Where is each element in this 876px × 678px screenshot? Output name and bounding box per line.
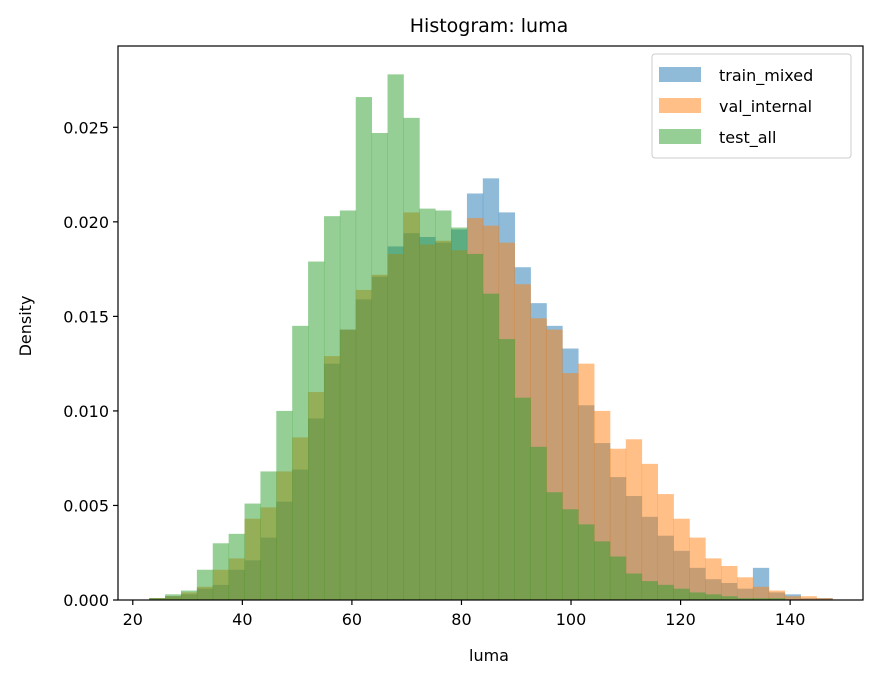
histogram-bar — [546, 492, 563, 600]
histogram-bar — [482, 293, 500, 600]
bars-layer — [149, 74, 833, 601]
histogram-bar — [149, 598, 166, 600]
histogram-bar — [435, 210, 452, 600]
histogram-bar — [180, 590, 198, 600]
histogram-bar — [260, 471, 277, 600]
x-tick-label: 140 — [775, 610, 806, 629]
histogram-bar — [657, 584, 674, 600]
histogram-bar — [308, 261, 325, 600]
histogram-bar — [657, 494, 674, 600]
y-tick-label: 0.020 — [63, 213, 109, 232]
histogram-bar — [292, 325, 309, 600]
y-tick-label: 0.025 — [63, 118, 109, 137]
plot-frame — [117, 45, 864, 601]
x-tick-label: 60 — [342, 610, 362, 629]
histogram-bar — [721, 596, 738, 600]
histogram-bar — [721, 565, 738, 600]
histogram-bar — [196, 569, 214, 600]
histogram-bar — [625, 573, 643, 600]
histogram-bar — [705, 558, 722, 600]
x-tick-label: 120 — [665, 610, 696, 629]
histogram-bar — [419, 208, 436, 600]
histogram-bar — [816, 598, 833, 600]
series-test_all — [149, 74, 786, 601]
histogram-bar — [625, 439, 643, 600]
histogram-bar — [165, 594, 182, 600]
legend-label: train_mixed — [719, 66, 813, 86]
histogram-bar — [498, 339, 516, 600]
x-tick-label: 40 — [232, 610, 252, 629]
x-tick-label: 100 — [556, 610, 587, 629]
legend-label: val_internal — [719, 97, 812, 117]
histogram-bar — [514, 397, 531, 600]
y-tick-label: 0.005 — [63, 496, 109, 515]
histogram-bar — [673, 518, 690, 600]
histogram-bar — [212, 543, 230, 600]
histogram-bar — [339, 210, 357, 600]
histogram-bar — [355, 97, 373, 600]
histogram-bar — [578, 524, 595, 600]
y-tick-label: 0.010 — [63, 402, 109, 421]
y-tick-label: 0.015 — [63, 307, 109, 326]
legend-swatch — [659, 67, 701, 82]
histogram-bar — [609, 556, 627, 600]
histogram-bar — [276, 410, 293, 600]
histogram-bar — [673, 588, 690, 600]
histogram-bar — [737, 598, 754, 600]
histogram-bar — [737, 577, 754, 600]
histogram-bar — [530, 446, 547, 600]
histogram-bar — [641, 463, 658, 600]
x-tick-label: 20 — [123, 610, 143, 629]
histogram-bar — [451, 227, 468, 600]
histogram-bar — [768, 590, 786, 600]
y-tick-label: 0.000 — [63, 591, 109, 610]
histogram-bar — [594, 541, 611, 600]
y-axis-label: Density — [16, 296, 35, 357]
histogram-bar — [371, 132, 388, 600]
histogram-bar — [466, 253, 484, 601]
x-axis-label: luma — [469, 646, 509, 665]
legend-label: test_all — [719, 128, 776, 148]
axes-layer: 20 40 60 80 100 120 140 0.000 0.005 0.010 0.015 0.0… — [63, 45, 864, 629]
histogram-bar — [752, 586, 770, 600]
histogram-bar — [800, 596, 817, 600]
histogram-bar — [387, 74, 404, 601]
legend: train_mixed val_internal test_all — [651, 53, 852, 159]
legend-box — [651, 53, 852, 159]
histogram-bar — [641, 581, 658, 600]
histogram-bar — [228, 533, 245, 600]
histogram-bar — [752, 598, 770, 600]
histogram-bar — [323, 216, 341, 600]
histogram-bar — [768, 598, 786, 600]
legend-swatch — [659, 98, 701, 113]
legend-swatch — [659, 129, 701, 144]
histogram-bar — [403, 117, 420, 601]
histogram-bar — [705, 594, 722, 600]
histogram-bar — [244, 503, 261, 600]
x-tick-label: 80 — [451, 610, 471, 629]
chart-title: Histogram: luma — [410, 15, 568, 37]
histogram-bar — [784, 596, 801, 600]
histogram-bar — [689, 592, 706, 600]
histogram-bar — [562, 509, 579, 600]
histogram-bar — [689, 537, 706, 600]
